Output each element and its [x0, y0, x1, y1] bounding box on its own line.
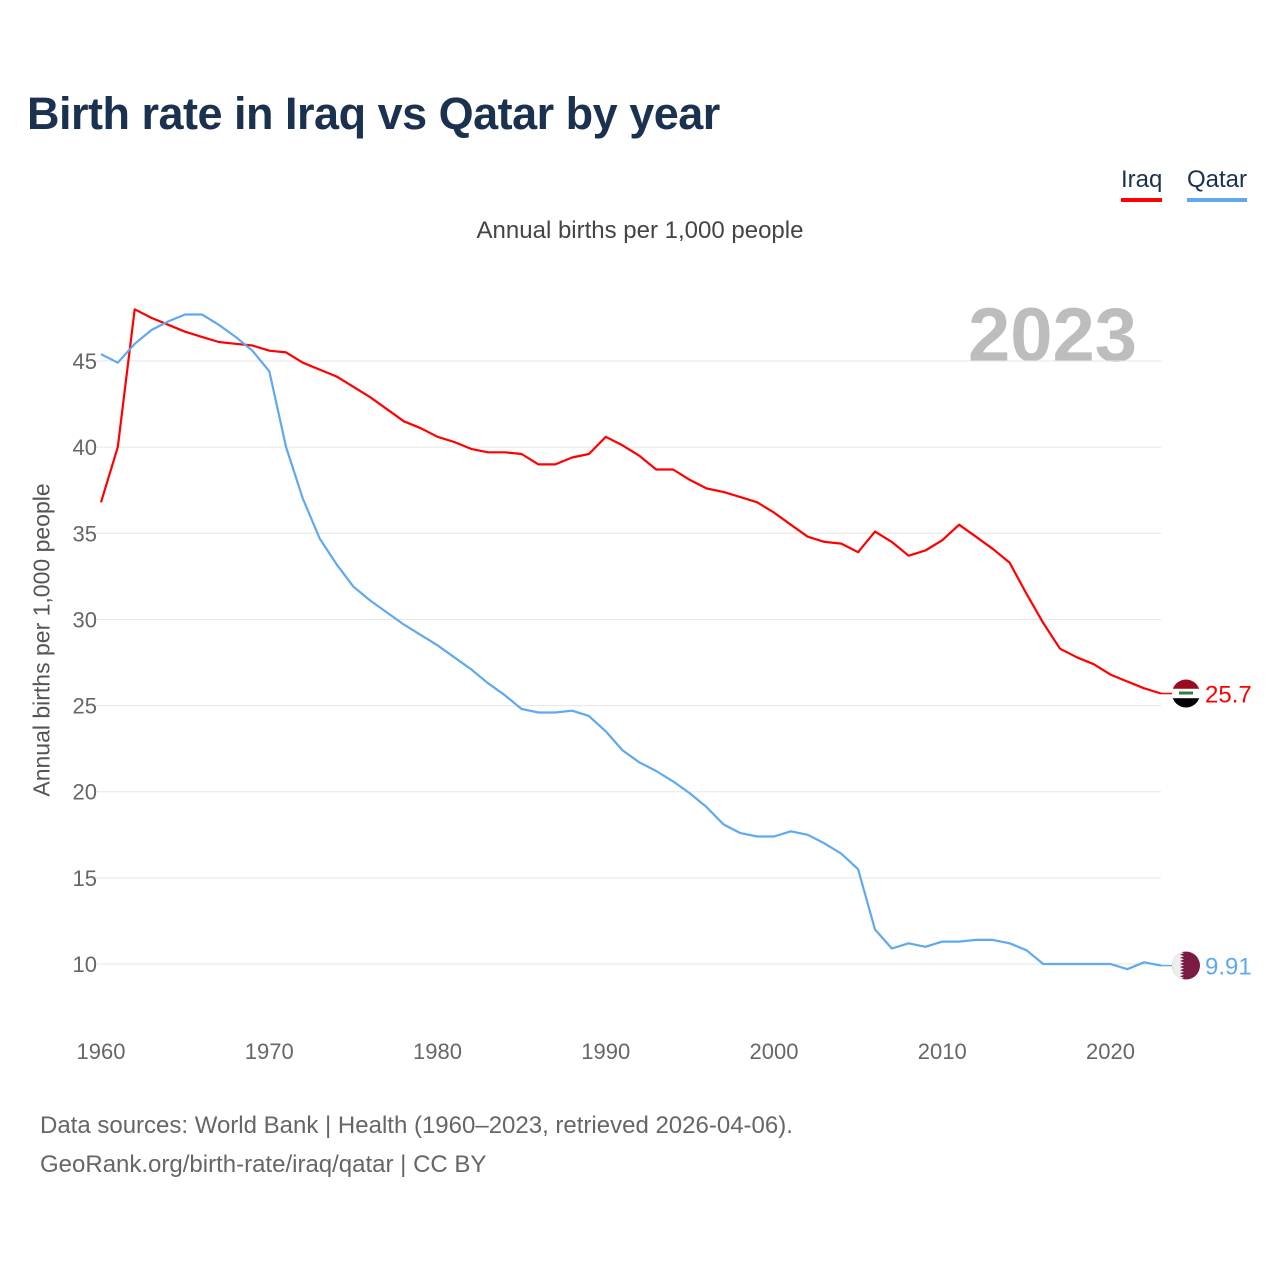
- y-tick-label: 45: [73, 349, 97, 374]
- x-tick-label: 2000: [750, 1039, 799, 1064]
- flag-emblem: [1179, 691, 1193, 695]
- series-line-qatar: [100, 313, 1162, 971]
- qatar-flag-icon: [1172, 951, 1200, 980]
- flag-stripe: [1172, 698, 1200, 708]
- current-year-label: 2023: [968, 293, 1138, 378]
- y-tick-label: 35: [73, 521, 97, 546]
- end-value-label-iraq: 25.7: [1205, 682, 1252, 709]
- y-tick-label: 25: [73, 694, 97, 719]
- y-tick-label: 30: [73, 607, 97, 632]
- x-tick-label: 1970: [245, 1039, 294, 1064]
- x-tick-label: 2020: [1086, 1039, 1135, 1064]
- x-tick-label: 1990: [581, 1039, 630, 1064]
- end-value-label-qatar: 9.91: [1205, 954, 1252, 981]
- x-tick-label: 1980: [413, 1039, 462, 1064]
- source-line-2[interactable]: GeoRank.org/birth-rate/iraq/qatar | CC B…: [40, 1151, 487, 1178]
- flag-stripe: [1172, 679, 1200, 689]
- chart-subtitle: Annual births per 1,000 people: [476, 217, 804, 244]
- chart-title: Birth rate in Iraq vs Qatar by year: [27, 88, 720, 139]
- legend-iraq[interactable]: Iraq: [1121, 166, 1163, 202]
- source-note: Data sources: World Bank | Health (1960–…: [40, 1106, 793, 1184]
- y-tick-label: 15: [73, 866, 97, 891]
- y-tick-label: 10: [73, 952, 97, 977]
- x-tick-label: 1960: [77, 1039, 126, 1064]
- series-line-iraq: [99, 308, 1162, 695]
- x-tick-label: 2010: [918, 1039, 967, 1064]
- source-line-1: Data sources: World Bank | Health (1960–…: [40, 1112, 793, 1139]
- y-tick-label: 40: [73, 435, 97, 460]
- flag-serrated-band: [1172, 951, 1184, 980]
- iraq-flag-icon: [1172, 679, 1200, 708]
- y-tick-label: 20: [73, 780, 97, 805]
- legend-qatar[interactable]: Qatar: [1187, 166, 1248, 202]
